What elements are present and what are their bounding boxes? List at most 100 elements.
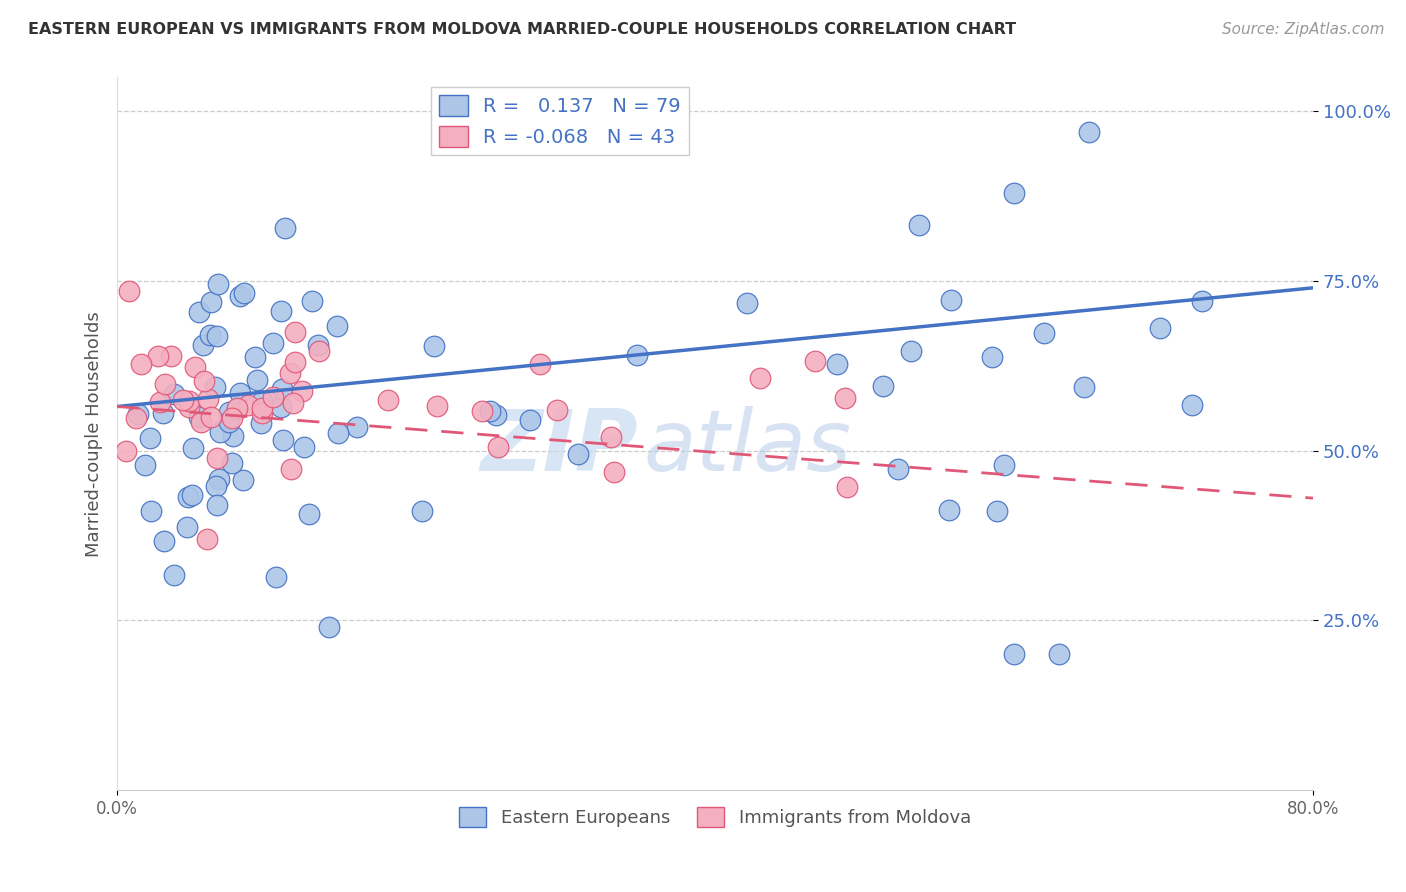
Point [188, 410, 211, 425]
Point [411, 504, 433, 518]
Point [152, 406, 174, 420]
Point [284, 326, 307, 340]
Point [301, 294, 323, 309]
Point [183, 441, 205, 455]
Point [177, 490, 200, 504]
Point [193, 374, 215, 388]
Point [529, 357, 551, 371]
Point [471, 404, 494, 418]
Point [1073, 380, 1095, 394]
Point [205, 479, 228, 493]
Point [176, 520, 198, 534]
Point [250, 401, 273, 416]
Point [318, 620, 340, 634]
Point [155, 377, 177, 392]
Point [207, 277, 229, 292]
Point [599, 430, 621, 444]
Point [221, 410, 243, 425]
Point [246, 373, 269, 387]
Point [887, 462, 910, 476]
Point [200, 410, 222, 425]
Point [118, 284, 141, 298]
Point [284, 355, 307, 369]
Point [980, 350, 1002, 364]
Point [134, 458, 156, 472]
Point [250, 407, 273, 421]
Point [270, 382, 292, 396]
Point [181, 488, 204, 502]
Point [233, 285, 256, 300]
Point [245, 350, 267, 364]
Point [626, 348, 648, 362]
Point [939, 293, 962, 307]
Point [872, 379, 894, 393]
Point [423, 339, 446, 353]
Point [208, 425, 231, 439]
Point [146, 349, 169, 363]
Point [197, 392, 219, 406]
Point [1078, 125, 1101, 139]
Point [900, 343, 922, 358]
Text: atlas: atlas [644, 407, 852, 490]
Point [270, 400, 292, 414]
Point [195, 532, 218, 546]
Point [207, 451, 229, 466]
Point [236, 398, 259, 412]
Point [567, 447, 589, 461]
Point [1002, 186, 1025, 200]
Legend: Eastern Europeans, Immigrants from Moldova: Eastern Europeans, Immigrants from Moldo… [453, 800, 979, 834]
Point [426, 399, 449, 413]
Point [485, 408, 508, 422]
Point [273, 220, 295, 235]
Point [198, 327, 221, 342]
Point [159, 349, 181, 363]
Point [179, 394, 201, 409]
Point [218, 405, 240, 419]
Point [131, 357, 153, 371]
Point [127, 407, 149, 421]
Point [292, 440, 315, 454]
Point [218, 415, 240, 429]
Point [139, 504, 162, 518]
Point [208, 472, 231, 486]
Point [205, 498, 228, 512]
Point [479, 404, 502, 418]
Point [191, 338, 214, 352]
Point [298, 507, 321, 521]
Point [486, 441, 509, 455]
Point [163, 567, 186, 582]
Point [519, 413, 541, 427]
Point [225, 401, 247, 415]
Point [188, 304, 211, 318]
Point [326, 319, 349, 334]
Point [229, 386, 252, 401]
Point [271, 433, 294, 447]
Point [172, 393, 194, 408]
Point [270, 304, 292, 318]
Point [735, 295, 758, 310]
Point [138, 431, 160, 445]
Point [149, 395, 172, 409]
Text: Source: ZipAtlas.com: Source: ZipAtlas.com [1222, 22, 1385, 37]
Point [232, 473, 254, 487]
Point [163, 387, 186, 401]
Point [803, 354, 825, 368]
Text: EASTERN EUROPEAN VS IMMIGRANTS FROM MOLDOVA MARRIED-COUPLE HOUSEHOLDS CORRELATIO: EASTERN EUROPEAN VS IMMIGRANTS FROM MOLD… [28, 22, 1017, 37]
Point [1002, 647, 1025, 661]
Point [291, 384, 314, 398]
Point [307, 337, 329, 351]
Point [204, 379, 226, 393]
Point [546, 403, 568, 417]
Point [205, 329, 228, 343]
Point [125, 411, 148, 425]
Point [264, 570, 287, 584]
Point [153, 533, 176, 548]
Point [346, 420, 368, 434]
Point [280, 462, 302, 476]
Point [908, 219, 931, 233]
Point [263, 391, 285, 405]
Point [184, 360, 207, 375]
Point [835, 480, 858, 494]
Point [262, 336, 284, 351]
Point [200, 295, 222, 310]
